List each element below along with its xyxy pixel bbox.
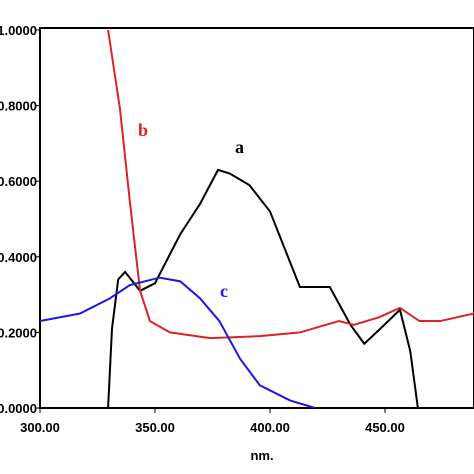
series-label: a (235, 137, 244, 157)
y-tick-label: 0.6000 (0, 174, 37, 189)
y-tick-label: 0.0000 (0, 401, 37, 416)
x-tick-label: 350.00 (135, 420, 175, 435)
series-label: c (220, 281, 228, 301)
x-tick-label: 300.00 (20, 420, 60, 435)
x-tick-label: 400.00 (250, 420, 290, 435)
y-tick-label: 0.2000 (0, 325, 37, 340)
y-tick-label: 0.8000 (0, 99, 37, 114)
x-tick-label: 450.00 (365, 420, 405, 435)
line-series (107, 168, 419, 408)
y-tick-label: 1.0000 (0, 23, 37, 38)
x-axis-label: nm. (250, 448, 273, 463)
plot-frame (39, 27, 474, 409)
line-series (40, 276, 316, 408)
line-series (107, 29, 474, 340)
y-tick-label: 0.4000 (0, 250, 37, 265)
series-label: b (138, 120, 148, 140)
